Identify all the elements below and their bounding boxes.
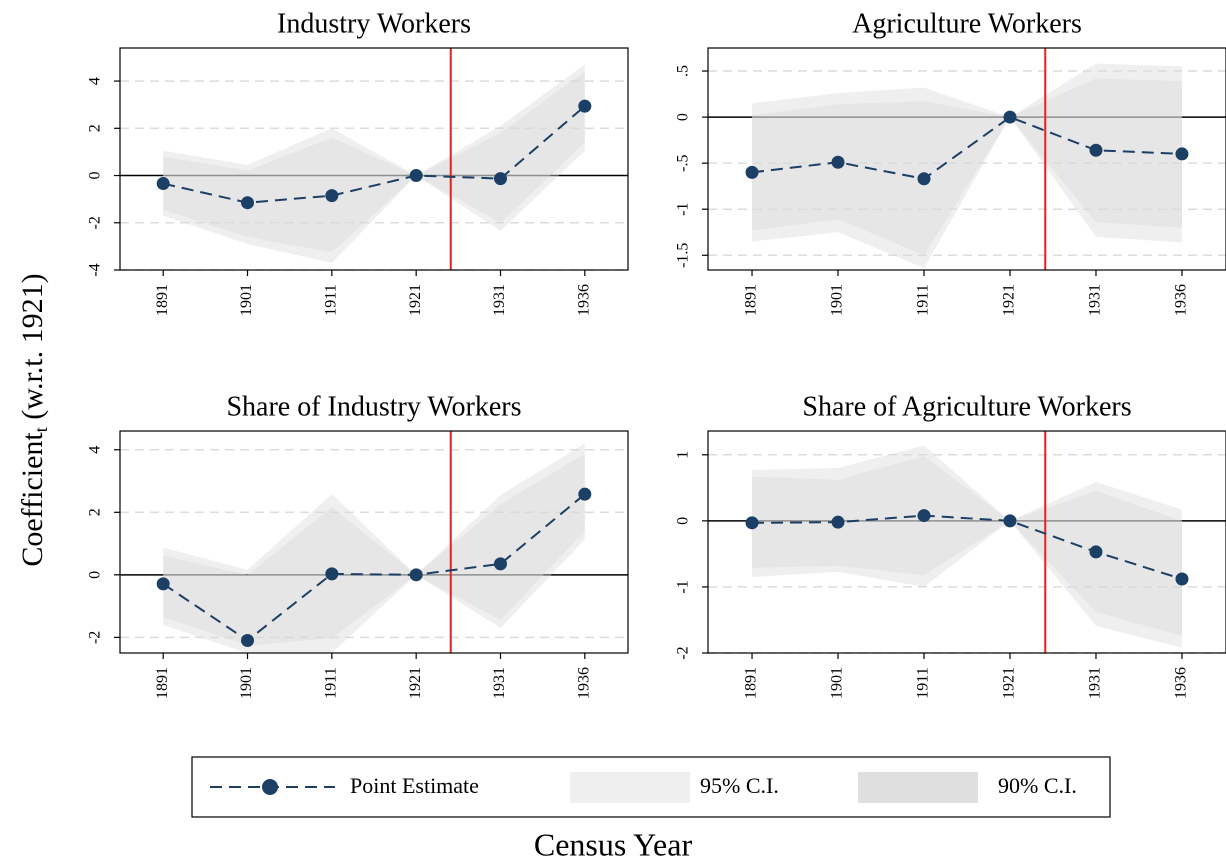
panel-title: Industry Workers bbox=[277, 8, 471, 39]
y-tick-label: 4 bbox=[87, 446, 104, 454]
y-tick-label: 2 bbox=[87, 124, 104, 132]
x-tick-label: 1931 bbox=[1087, 284, 1104, 316]
y-tick-label: .5 bbox=[675, 65, 692, 77]
y-tick-label: -4 bbox=[87, 263, 104, 276]
ci-band bbox=[163, 453, 585, 646]
plot-frame bbox=[707, 47, 1226, 271]
x-tick-label: 1901 bbox=[829, 667, 846, 699]
ci-band bbox=[752, 445, 1182, 648]
ci-band bbox=[163, 71, 585, 253]
estimate-point bbox=[1175, 572, 1189, 586]
legend-swatch bbox=[570, 772, 690, 803]
plot-frame bbox=[707, 430, 1226, 654]
panel-title: Share of Industry Workers bbox=[226, 391, 521, 422]
ci-band bbox=[163, 443, 585, 653]
legend-label: Point Estimate bbox=[350, 773, 479, 798]
ci-band bbox=[752, 63, 1182, 269]
x-tick-label: 1891 bbox=[743, 667, 760, 699]
x-tick-label: 1921 bbox=[1001, 667, 1018, 699]
estimate-point bbox=[325, 567, 339, 581]
panel-title: Agriculture Workers bbox=[852, 8, 1082, 39]
estimate-point bbox=[578, 99, 592, 113]
x-tick-label: 1931 bbox=[1087, 667, 1104, 699]
estimate-point bbox=[917, 509, 931, 523]
x-tick-label: 1921 bbox=[407, 667, 424, 699]
estimate-point bbox=[745, 165, 759, 179]
x-tick-label: 1911 bbox=[915, 284, 932, 315]
x-tick-label: 1901 bbox=[238, 284, 255, 316]
panel-title: Share of Agriculture Workers bbox=[802, 391, 1131, 422]
x-tick-label: 1901 bbox=[238, 667, 255, 699]
estimate-point bbox=[1089, 143, 1103, 157]
estimate-line bbox=[162, 493, 586, 642]
y-tick-label: -2 bbox=[87, 631, 104, 644]
ci-band bbox=[752, 456, 1182, 636]
estimate-point bbox=[156, 577, 170, 591]
y-tick-label: 4 bbox=[87, 77, 104, 85]
x-tick-label: 1936 bbox=[1173, 284, 1190, 316]
x-tick-label: 1936 bbox=[575, 667, 592, 699]
estimate-point bbox=[325, 189, 339, 203]
x-tick-label: 1936 bbox=[575, 284, 592, 316]
y-label-rest: (w.r.t. 1921) bbox=[16, 273, 49, 427]
x-tick-label: 1921 bbox=[1001, 284, 1018, 316]
estimate-point bbox=[578, 487, 592, 501]
estimate-point bbox=[156, 177, 170, 191]
estimate-point bbox=[493, 172, 507, 186]
ci-band bbox=[752, 78, 1182, 256]
y-tick-label: 0 bbox=[675, 517, 692, 525]
y-label-subscript: t bbox=[31, 427, 51, 432]
legend-point bbox=[262, 779, 278, 795]
ci-band bbox=[163, 64, 585, 263]
y-label-main: Coefficient bbox=[16, 432, 49, 567]
plot-frame bbox=[119, 47, 629, 271]
x-tick-label: 1936 bbox=[1173, 667, 1190, 699]
estimate-point bbox=[409, 568, 423, 582]
estimate-point bbox=[1089, 545, 1103, 559]
y-tick-label: -1 bbox=[675, 580, 692, 593]
y-tick-label: 2 bbox=[87, 508, 104, 516]
x-tick-label: 1911 bbox=[915, 667, 932, 698]
x-tick-label: 1911 bbox=[323, 284, 340, 315]
y-tick-label: -2 bbox=[675, 646, 692, 659]
y-tick-label: -2 bbox=[87, 216, 104, 229]
y-axis-label: Coefficientt (w.r.t. 1921) bbox=[16, 273, 51, 566]
estimate-line bbox=[751, 115, 1183, 180]
x-tick-label: 1931 bbox=[491, 667, 508, 699]
y-tick-label: -1.5 bbox=[675, 243, 692, 268]
estimate-point bbox=[831, 155, 845, 169]
estimate-point bbox=[917, 172, 931, 186]
estimate-point bbox=[493, 557, 507, 571]
y-tick-label: 1 bbox=[675, 451, 692, 459]
estimate-point bbox=[1003, 110, 1017, 124]
plot-frame bbox=[119, 430, 629, 654]
estimate-point bbox=[1175, 147, 1189, 161]
y-tick-label: -.5 bbox=[675, 154, 692, 171]
y-tick-label: 0 bbox=[87, 571, 104, 579]
x-axis-label: Census Year bbox=[534, 826, 693, 862]
legend-label: 95% C.I. bbox=[700, 773, 779, 798]
x-tick-label: 1891 bbox=[743, 284, 760, 316]
estimate-point bbox=[409, 169, 423, 183]
x-tick-label: 1911 bbox=[323, 667, 340, 698]
legend-label: 90% C.I. bbox=[998, 773, 1077, 798]
estimate-point bbox=[831, 515, 845, 529]
y-tick-label: -1 bbox=[675, 203, 692, 216]
x-tick-label: 1921 bbox=[407, 284, 424, 316]
estimate-point bbox=[745, 516, 759, 530]
x-tick-label: 1931 bbox=[491, 284, 508, 316]
estimate-point bbox=[1003, 514, 1017, 528]
estimate-point bbox=[241, 633, 255, 647]
x-tick-label: 1901 bbox=[829, 284, 846, 316]
legend-swatch bbox=[858, 772, 978, 803]
x-tick-label: 1891 bbox=[154, 667, 171, 699]
y-tick-label: 0 bbox=[87, 172, 104, 180]
estimate-point bbox=[241, 196, 255, 210]
x-tick-label: 1891 bbox=[154, 284, 171, 316]
y-tick-label: 0 bbox=[675, 113, 692, 121]
estimate-line bbox=[162, 105, 586, 204]
estimate-line bbox=[752, 514, 1183, 580]
